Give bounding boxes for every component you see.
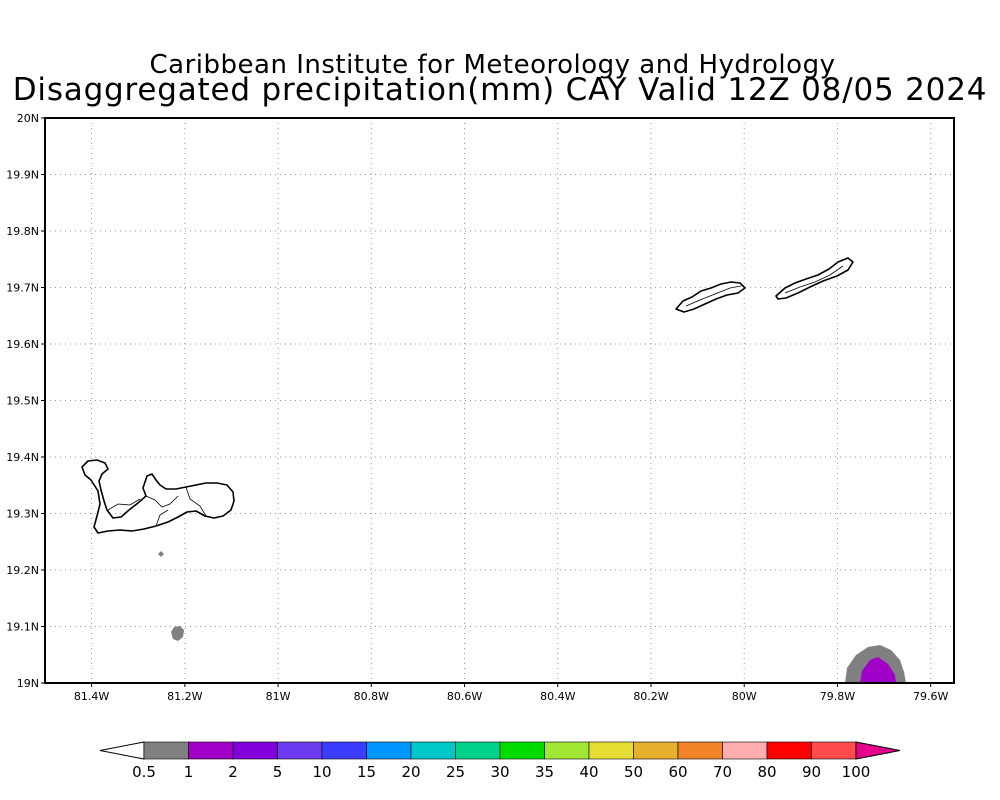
lat-tick-label: 19.5N (6, 395, 39, 408)
title-product: Disaggregated precipitation(mm) CAY Vali… (12, 72, 988, 108)
colorbar-label: 0.5 (132, 763, 156, 781)
colorbar-under-arrow (99, 741, 145, 760)
lon-tick-label: 79.8W (820, 690, 855, 703)
colorbar-label: 90 (802, 763, 821, 781)
lat-tick-label: 19.8N (6, 225, 39, 238)
lon-tick-label: 80.6W (447, 690, 482, 703)
grand-cayman-district-lines (107, 486, 207, 527)
longitude-labels: 81.4W 81.2W 81W 80.8W 80.6W 80.4W 80.2W 80W 79.8… (74, 683, 948, 703)
cayman-brac-inner (784, 265, 844, 294)
colorbar-label: 20 (401, 763, 420, 781)
colorbar-label: 50 (624, 763, 643, 781)
lat-tick-label: 19N (17, 677, 39, 690)
colorbar-label: 25 (446, 763, 465, 781)
coastline-detail (107, 265, 844, 527)
colorbar-label: 1 (184, 763, 194, 781)
precip-area-light-small (171, 626, 184, 641)
colorbar-label: 40 (579, 763, 598, 781)
lon-tick-label: 80W (732, 690, 757, 703)
colorbar-segment (188, 741, 234, 760)
lat-tick-label: 19.3N (6, 508, 39, 521)
colorbar-label: 80 (757, 763, 776, 781)
colorbar-segment (366, 741, 412, 760)
island-little-cayman (675, 281, 746, 313)
colorbar-label: 10 (312, 763, 331, 781)
lat-tick-label: 19.6N (6, 338, 39, 351)
colorbar-segment (232, 741, 278, 760)
colorbar-segment (277, 741, 323, 760)
latitude-labels: 20N 19.9N 19.8N 19.7N 19.6N 19.5N 19.4N 19.3N 19… (6, 112, 45, 690)
colorbar-segment (677, 741, 723, 760)
colorbar-segment (811, 741, 857, 760)
lon-tick-label: 81.2W (167, 690, 202, 703)
lat-tick-label: 20N (17, 112, 39, 125)
colorbar-label: 100 (842, 763, 871, 781)
little-cayman-inner (685, 285, 742, 307)
precip-areas (158, 551, 906, 683)
colorbar-segment (143, 741, 189, 760)
colorbar-label: 30 (490, 763, 509, 781)
colorbar-segment (410, 741, 456, 760)
colorbar-label: 5 (273, 763, 283, 781)
lon-tick-label: 81W (266, 690, 291, 703)
title-institute: Caribbean Institute for Meteorology and … (149, 50, 836, 80)
colorbar-label: 60 (668, 763, 687, 781)
lon-tick-label: 80.8W (354, 690, 389, 703)
colorbar-label: 35 (535, 763, 554, 781)
colorbar-label: 15 (357, 763, 376, 781)
colorbar-segment (455, 741, 501, 760)
graticule (45, 118, 954, 683)
colorbar-segment (766, 741, 812, 760)
colorbar-segment (544, 741, 590, 760)
colorbar-segment (588, 741, 634, 760)
lat-tick-label: 19.9N (6, 169, 39, 182)
lat-tick-label: 19.1N (6, 621, 39, 634)
precip-area-moderate (860, 657, 896, 683)
precip-area-light-dot (158, 551, 164, 557)
colorbar-over-arrow (855, 741, 901, 760)
colorbar-segment (321, 741, 367, 760)
map-plot-area (45, 118, 954, 683)
lon-tick-label: 79.6W (913, 690, 948, 703)
colorbar-segment (499, 741, 545, 760)
lon-tick-label: 81.4W (74, 690, 109, 703)
colorbar-label: 2 (228, 763, 238, 781)
colorbar: 0.5 1 2 5 10 15 20 25 30 35 40 50 60 70 80 90 100 (99, 741, 901, 781)
lat-tick-label: 19.2N (6, 564, 39, 577)
island-grand-cayman (81, 459, 235, 534)
colorbar-label: 70 (713, 763, 732, 781)
colorbar-segment (633, 741, 679, 760)
lat-tick-label: 19.7N (6, 282, 39, 295)
lon-tick-label: 80.2W (633, 690, 668, 703)
lon-tick-label: 80.4W (540, 690, 575, 703)
colorbar-segment (722, 741, 768, 760)
lat-tick-label: 19.4N (6, 451, 39, 464)
